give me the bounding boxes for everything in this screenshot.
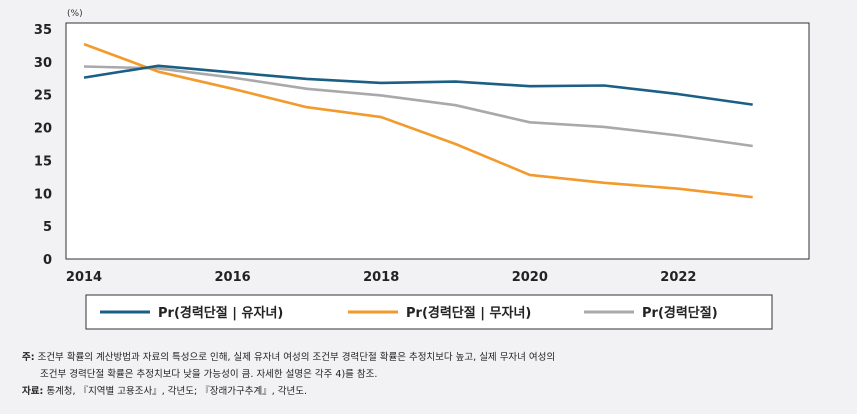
series-line-3 [83, 65, 753, 148]
legend-label: Pr(경력단절) [642, 305, 718, 321]
x-tick-label: 2016 [215, 270, 251, 285]
y-axis-ticks: 0 5 10 15 20 25 30 35 [34, 23, 52, 268]
x-tick-label: 2020 [512, 270, 548, 285]
source-text: 통계청, 『지역별 고용조사』, 각년도; 『장래가구추계』, 각년도. [46, 386, 307, 397]
x-tick-label: 2022 [660, 270, 696, 285]
note-block: 주: 조건부 확률의 계산방법과 자료의 특성으로 인해, 실제 유자녀 여성의… [22, 349, 555, 366]
note-block-2: 조건부 경력단절 확률은 추정치보다 낮을 가능성이 큼. 자세한 설명은 각주… [40, 366, 377, 383]
legend: Pr(경력단절 | 유자녀) Pr(경력단절 | 무자녀) Pr(경력단절) [100, 305, 718, 321]
series-line-1 [83, 64, 753, 106]
legend-label: Pr(경력단절 | 유자녀) [158, 305, 283, 321]
note-line-1: 조건부 확률의 계산방법과 자료의 특성으로 인해, 실제 유자녀 여성의 조건… [37, 352, 556, 363]
y-tick-label: 20 [34, 122, 52, 137]
y-axis-unit: (%) [67, 9, 83, 19]
y-tick-label: 10 [34, 187, 52, 202]
y-tick-label: 5 [43, 220, 52, 235]
plot-area [65, 22, 810, 260]
source-block: 자료: 통계청, 『지역별 고용조사』, 각년도; 『장래가구추계』, 각년도. [22, 383, 307, 400]
series-lines [83, 42, 753, 199]
legend-box [85, 294, 773, 330]
x-axis-ticks: 2014 2016 2018 2020 2022 [66, 270, 697, 285]
series-line-2 [83, 42, 753, 199]
y-tick-label: 0 [43, 253, 52, 268]
y-tick-label: 15 [34, 154, 52, 169]
y-tick-label: 35 [34, 23, 52, 38]
y-tick-label: 25 [34, 89, 52, 104]
source-label: 자료: [22, 386, 44, 397]
x-tick-label: 2018 [363, 270, 399, 285]
note-label: 주: [22, 352, 35, 363]
legend-label: Pr(경력단절 | 무자녀) [406, 305, 531, 321]
note-line-2: 조건부 경력단절 확률은 추정치보다 낮을 가능성이 큼. 자세한 설명은 각주… [40, 369, 378, 380]
x-tick-label: 2014 [66, 270, 102, 285]
y-tick-label: 30 [34, 56, 52, 71]
